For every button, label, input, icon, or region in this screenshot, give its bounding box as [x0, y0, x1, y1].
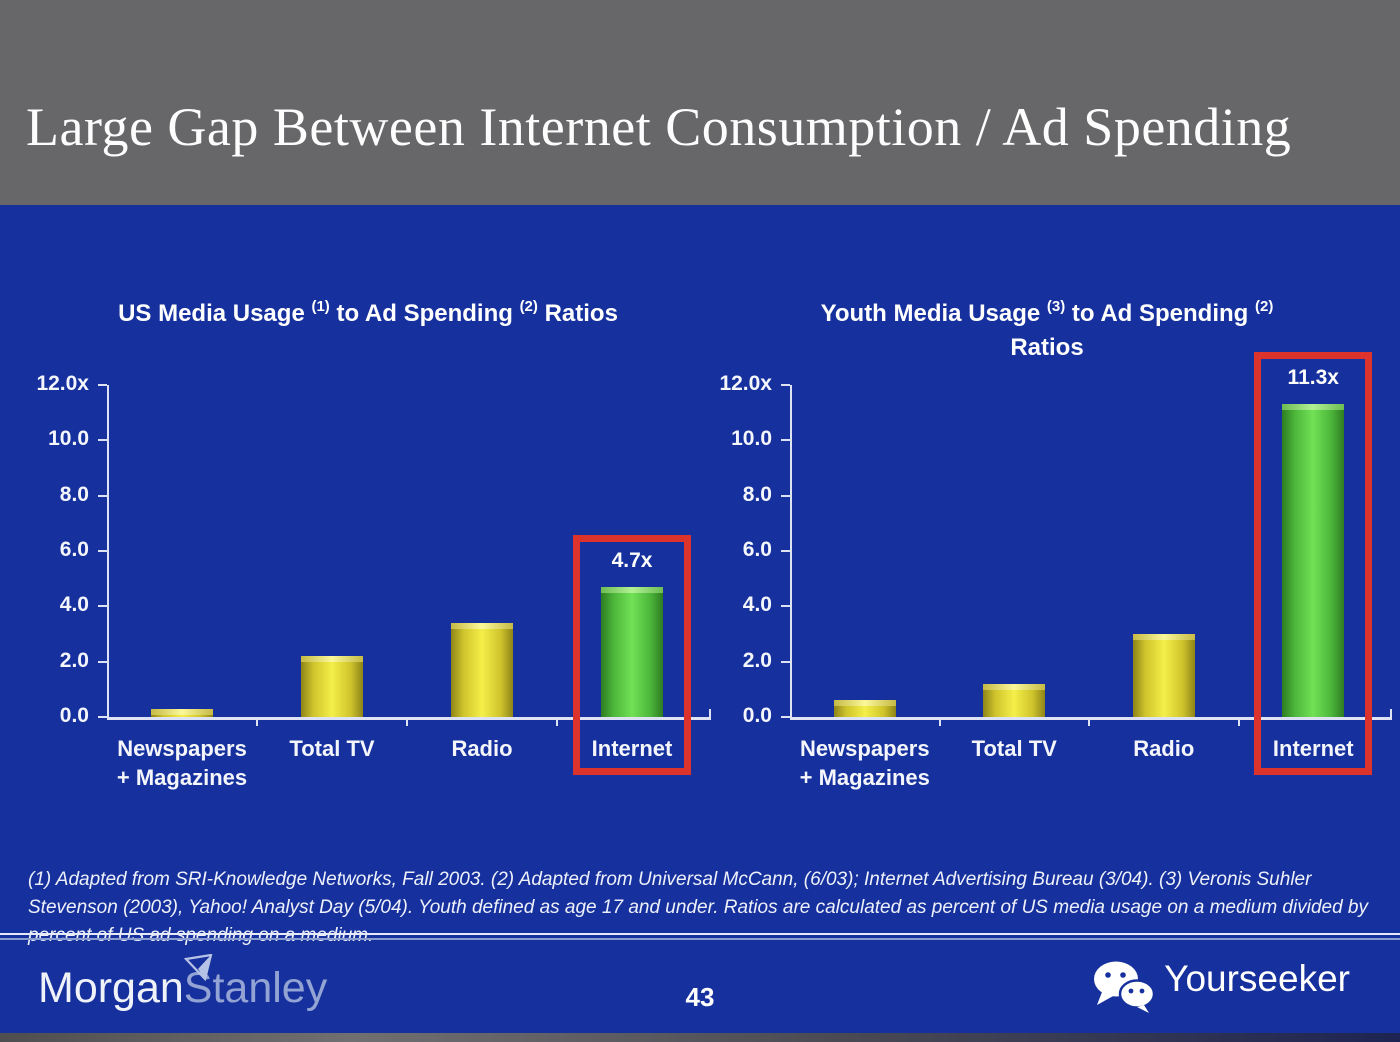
y-tick-label: 2.0	[742, 648, 772, 672]
slide-header: Large Gap Between Internet Consumption /…	[0, 0, 1400, 205]
y-tick	[98, 494, 107, 497]
y-tick-label: 10.0	[731, 427, 772, 451]
y-tick-label: 6.0	[742, 538, 772, 561]
x-axis	[790, 717, 1392, 720]
bar-total-tv	[301, 656, 363, 717]
category-label: Newspapers + Magazines	[116, 736, 248, 790]
wechat-icon	[1094, 961, 1156, 1013]
bar-top-highlight	[601, 586, 663, 593]
y-tick	[98, 439, 107, 442]
bottom-shadow-strip	[0, 1033, 1400, 1042]
bar-top-highlight	[301, 656, 363, 663]
x-tick	[1088, 717, 1090, 726]
y-tick-label: 8.0	[742, 482, 772, 506]
category-label: Total TV	[289, 736, 375, 761]
slide-footer: MorganStanley 43 Yourseeker	[0, 950, 1400, 1034]
y-tick	[781, 439, 790, 442]
y-tick	[98, 384, 107, 386]
bar-internet	[601, 586, 663, 717]
bar-newspapers	[833, 700, 896, 717]
bar-newspapers	[151, 708, 213, 717]
y-tick	[98, 605, 107, 608]
x-tick	[1237, 717, 1240, 726]
y-tick	[781, 660, 790, 663]
bar-internet	[1282, 404, 1345, 717]
x-tick	[406, 717, 408, 726]
bar-top-highlight	[1132, 634, 1195, 640]
y-axis	[107, 385, 109, 719]
highlight-box	[1254, 352, 1373, 775]
category-label: Radio	[451, 736, 513, 761]
y-tick-label: 10.0	[48, 427, 89, 451]
x-tick	[256, 717, 258, 726]
x-axis-end-tick	[709, 709, 711, 718]
y-tick	[98, 550, 107, 552]
y-tick-label: 8.0	[59, 482, 89, 506]
y-tick	[781, 605, 790, 608]
y-axis	[790, 385, 792, 719]
chart-title: US Media Usage (1) to Ad Spending (2) Ra…	[118, 298, 618, 327]
highlight-box	[573, 534, 691, 775]
y-tick-label: 12.0x	[36, 372, 89, 395]
bar-top-highlight	[833, 700, 896, 707]
x-tick	[556, 717, 558, 726]
logo-morgan-text: Morgan	[38, 964, 184, 1012]
y-tick	[98, 716, 107, 718]
y-tick-label: 0.0	[59, 704, 89, 727]
category-label: Total TV	[971, 736, 1057, 761]
y-tick	[781, 494, 790, 497]
y-tick	[781, 384, 790, 386]
category-label: Internet	[591, 736, 673, 761]
divider-line-top	[0, 933, 1400, 935]
bar-total-tv	[983, 683, 1046, 717]
y-tick-label: 4.0	[742, 593, 772, 617]
morgan-stanley-logo: MorganStanley	[38, 954, 327, 1024]
bar-top-highlight	[1282, 404, 1345, 411]
y-tick-label: 12.0x	[719, 372, 772, 395]
data-label: 4.7x	[611, 548, 653, 572]
bar-top-highlight	[451, 622, 513, 629]
x-axis-end-tick	[1390, 709, 1392, 718]
category-label: Internet	[1272, 736, 1354, 761]
y-tick-label: 0.0	[742, 704, 772, 727]
category-label: Newspapers + Magazines	[799, 736, 930, 790]
bar-radio	[1132, 634, 1195, 717]
category-label: Radio	[1133, 736, 1195, 761]
data-label: 11.3x	[1287, 366, 1339, 390]
brand-name: Yourseeker	[1164, 958, 1350, 999]
y-tick-label: 4.0	[59, 593, 89, 617]
bar-radio	[451, 622, 513, 717]
y-tick	[781, 716, 790, 718]
morgan-stanley-triangle-icon	[184, 954, 213, 982]
page-number: 43	[685, 982, 715, 1012]
yourseeker-brand: Yourseeker	[1094, 958, 1350, 1018]
bar-top-highlight	[151, 708, 213, 715]
y-tick-label: 6.0	[59, 538, 89, 561]
y-tick	[98, 660, 107, 663]
x-axis	[107, 717, 711, 720]
chart-title: Youth Media Usage (3) to Ad Spending (2)…	[820, 298, 1274, 361]
y-tick-label: 2.0	[59, 648, 89, 672]
y-tick	[781, 550, 790, 552]
divider-line-bottom	[0, 938, 1400, 940]
x-tick	[938, 717, 941, 726]
slide-title: Large Gap Between Internet Consumption /…	[26, 97, 1292, 157]
footnote: (1) Adapted from SRI-Knowledge Networks,…	[28, 869, 1368, 946]
bar-top-highlight	[983, 683, 1046, 690]
